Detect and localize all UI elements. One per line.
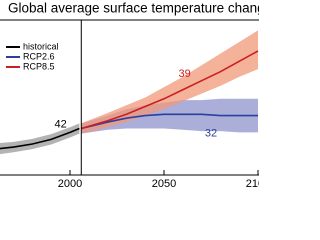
legend-label: RCP2.6 <box>23 51 55 61</box>
model-count: 32 <box>205 128 217 140</box>
uncertainty-band <box>81 98 258 134</box>
series-line <box>0 127 80 150</box>
x-tick-label: 2050 <box>152 178 176 190</box>
x-tick-label: 2000 <box>58 178 82 190</box>
uncertainty-band <box>0 123 80 155</box>
legend-label: RCP8.5 <box>23 61 55 71</box>
x-tick-label: 2100 <box>246 178 259 190</box>
series-line <box>81 50 259 130</box>
chart: Global average surface temperature chang… <box>0 1 259 190</box>
chart-title: Global average surface temperature chang… <box>8 1 259 16</box>
uncertainty-band <box>81 30 258 134</box>
model-count: 42 <box>54 119 66 131</box>
model-count: 39 <box>179 68 191 80</box>
legend-label: historical <box>23 41 59 51</box>
series-line <box>81 113 258 130</box>
